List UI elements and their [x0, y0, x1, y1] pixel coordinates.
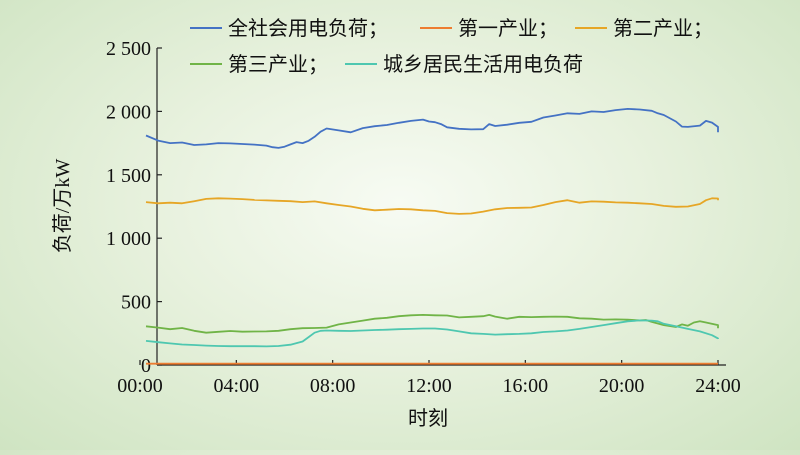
series-line-3 [145, 197, 719, 215]
series-line-4 [145, 313, 719, 334]
legend-label: 第一产业； [458, 17, 558, 40]
x-tick-label: 16:00 [503, 375, 549, 397]
y-tick-label: 0 [141, 355, 151, 377]
y-tick-label: 2 000 [106, 101, 151, 123]
series-lines [145, 108, 719, 365]
x-tick-label: 20:00 [599, 375, 645, 397]
series-line-1 [145, 108, 719, 149]
legend: 全社会用电负荷； 第一产业； 第二产业； 第三产业； 城乡居民生活用电负荷 [190, 17, 713, 76]
x-tick-label: 12:00 [406, 375, 452, 397]
legend-label: 全社会用电负荷； [228, 17, 388, 40]
y-tick-label: 500 [121, 292, 151, 314]
x-tick-label: 24:00 [695, 375, 741, 397]
series-line-5 [145, 319, 719, 348]
axes: 0 500 1 000 1 500 2 000 2 500 00:00 04:00 08:00 1… [106, 38, 741, 397]
x-axis-label: 时刻 [408, 407, 448, 430]
y-tick-label: 1 500 [106, 165, 151, 187]
legend-label: 城乡居民生活用电负荷 [383, 53, 583, 76]
y-tick-label: 1 000 [106, 228, 151, 250]
y-axis-label: 负荷/万kW [51, 159, 74, 254]
x-tick-label: 04:00 [214, 375, 260, 397]
y-tick-label: 2 500 [106, 38, 151, 60]
legend-label: 第二产业； [613, 17, 713, 40]
x-tick-label: 00:00 [117, 375, 163, 397]
legend-label: 第三产业； [228, 53, 328, 76]
x-tick-label: 08:00 [310, 375, 356, 397]
